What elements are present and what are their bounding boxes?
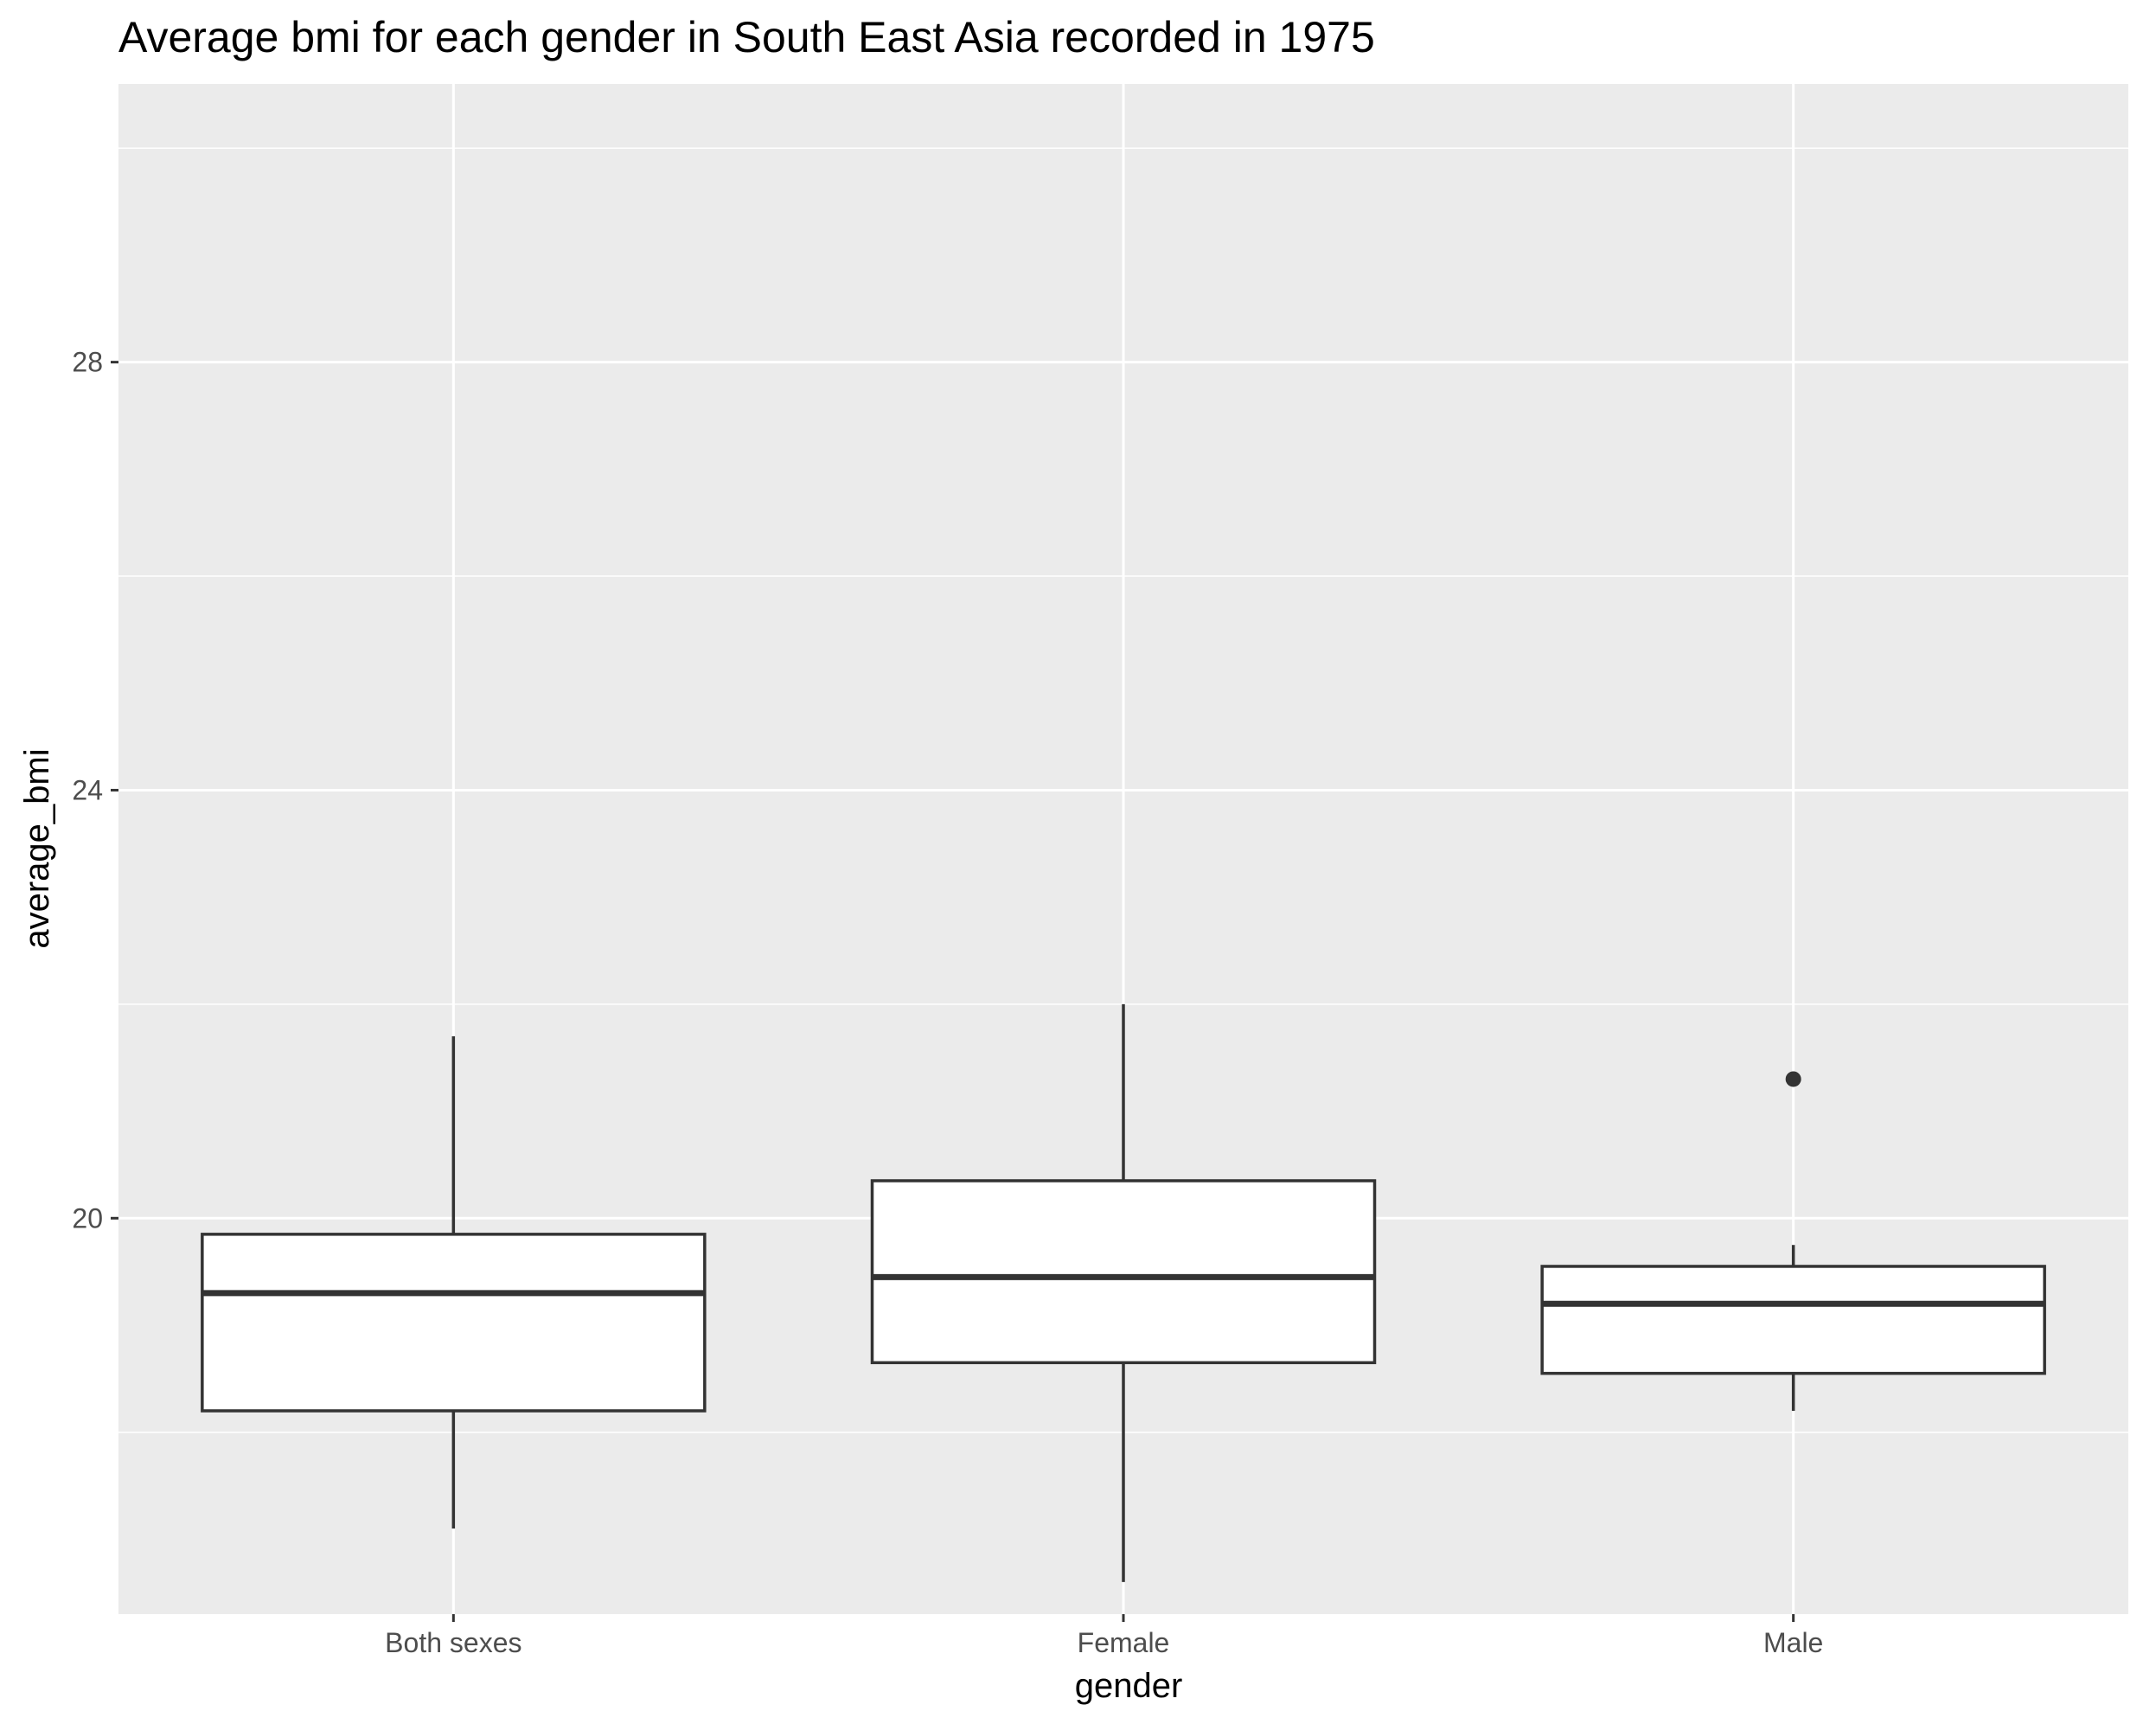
y-axis: 20 24 28: [72, 347, 118, 1234]
y-tick-label: 24: [72, 774, 103, 805]
boxplot-both-sexes: [201, 1035, 707, 1529]
boxplot-male: [1540, 1071, 2046, 1411]
x-tick-label: Both sexes: [385, 1627, 521, 1658]
boxplot-female: [870, 1003, 1377, 1582]
x-axis: Both sexes Female Male: [385, 1614, 1823, 1658]
x-tick-label: Male: [1763, 1627, 1823, 1658]
boxplots: [201, 1003, 2046, 1582]
x-tick-label: Female: [1078, 1627, 1170, 1658]
box-iqr: [1540, 1265, 2046, 1375]
box-iqr: [201, 1233, 707, 1413]
outlier-point: [1785, 1071, 1801, 1087]
y-tick-label: 28: [72, 347, 103, 378]
y-axis-title: average_bmi: [18, 748, 56, 948]
x-axis-title: gender: [1075, 1667, 1183, 1705]
box-iqr: [870, 1179, 1377, 1365]
chart-title: Average bmi for each gender in South Eas…: [118, 13, 1375, 61]
y-tick-label: 20: [72, 1202, 103, 1234]
